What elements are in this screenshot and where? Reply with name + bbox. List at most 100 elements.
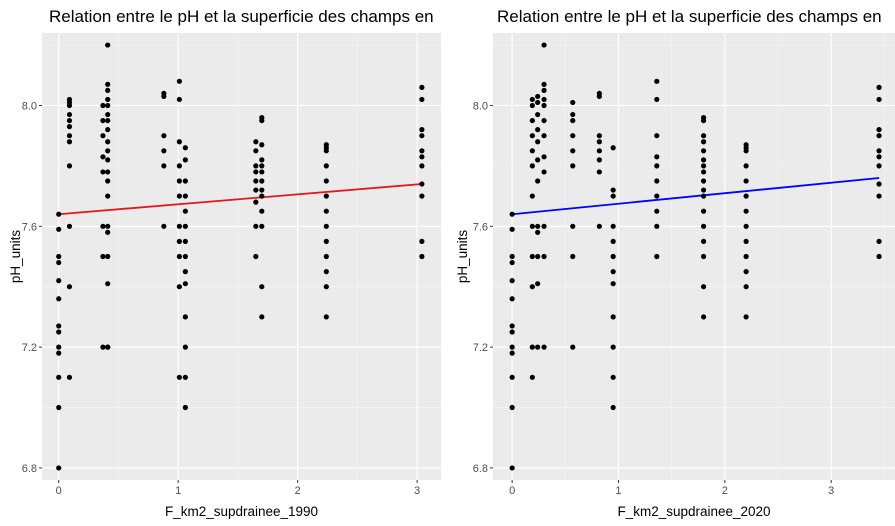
- left-data-point: [56, 329, 62, 335]
- left-data-point: [56, 259, 62, 266]
- left-data-point: [100, 169, 106, 175]
- right-data-point: [535, 139, 541, 145]
- right-x-tick-label: 0: [509, 485, 515, 497]
- left-data-point: [419, 96, 425, 103]
- right-data-point: [509, 226, 515, 232]
- right-data-point: [700, 193, 707, 199]
- left-data-point: [253, 178, 259, 184]
- right-data-point: [529, 148, 535, 154]
- left-data-point: [161, 133, 167, 139]
- right-data-point: [541, 87, 547, 93]
- left-data-point: [253, 163, 259, 169]
- right-data-point: [876, 238, 882, 244]
- left-x-tick-label: 3: [414, 485, 420, 497]
- right-data-point: [700, 133, 707, 139]
- right-chart: 0 1 2 3 6.8 7.2 7.6 8.0 Relation entre le pH e…: [455, 7, 895, 519]
- right-data-point: [610, 374, 616, 380]
- right-data-point: [596, 148, 602, 154]
- right-data-point: [700, 114, 707, 121]
- right-data-point: [610, 404, 616, 411]
- right-data-point: [654, 178, 660, 184]
- right-data-point: [700, 148, 707, 154]
- right-data-point: [570, 99, 576, 106]
- left-data-point: [66, 139, 73, 145]
- right-y-tick-label: 6.8: [473, 463, 488, 475]
- left-data-point: [259, 169, 265, 175]
- right-data-point: [535, 223, 541, 229]
- right-data-point: [700, 178, 707, 184]
- right-data-point: [700, 169, 707, 175]
- left-x-tick-label: 1: [175, 485, 181, 497]
- left-data-point: [66, 223, 73, 229]
- right-data-point: [743, 314, 749, 320]
- right-x-ticks: 0 1 2 3: [509, 480, 834, 497]
- right-data-point: [535, 111, 541, 118]
- left-data-point: [105, 344, 111, 350]
- right-data-point: [743, 163, 749, 169]
- right-data-point: [743, 284, 749, 290]
- right-data-point: [743, 178, 749, 184]
- left-data-point: [105, 139, 111, 145]
- right-data-point: [876, 96, 882, 103]
- left-data-point: [56, 211, 62, 217]
- left-data-point: [176, 163, 182, 169]
- left-data-point: [253, 199, 259, 205]
- right-data-point: [541, 81, 547, 87]
- right-data-point: [610, 314, 616, 320]
- left-data-point: [56, 404, 62, 411]
- left-data-point: [105, 193, 111, 199]
- left-data-point: [253, 253, 259, 260]
- left-data-point: [161, 148, 167, 154]
- right-data-point: [743, 223, 749, 229]
- right-data-point: [876, 253, 882, 260]
- right-data-point: [876, 133, 882, 139]
- right-data-point: [654, 154, 660, 160]
- right-points: [509, 42, 882, 471]
- left-data-point: [66, 163, 73, 169]
- right-data-point: [700, 187, 707, 193]
- right-data-point: [535, 99, 541, 106]
- left-data-point: [56, 278, 62, 284]
- right-y-tick-label: 8.0: [473, 100, 488, 112]
- left-data-point: [105, 178, 111, 184]
- left-data-point: [56, 323, 62, 329]
- right-data-point: [529, 284, 535, 290]
- right-data-point: [529, 193, 535, 199]
- right-data-point: [541, 96, 547, 103]
- right-data-point: [876, 154, 882, 160]
- left-data-point: [182, 374, 188, 380]
- left-data-point: [66, 284, 73, 290]
- left-data-point: [253, 187, 259, 193]
- right-data-point: [596, 139, 602, 145]
- left-data-point: [105, 157, 111, 163]
- right-data-point: [610, 253, 616, 260]
- left-data-point: [259, 114, 265, 121]
- left-data-point: [259, 284, 265, 290]
- right-data-point: [743, 269, 749, 275]
- left-data-point: [105, 87, 111, 93]
- left-data-point: [56, 253, 62, 260]
- left-data-point: [176, 178, 182, 184]
- right-data-point: [529, 223, 535, 229]
- left-data-point: [161, 223, 167, 229]
- left-data-point: [161, 163, 167, 169]
- right-data-point: [610, 269, 616, 275]
- right-x-axis-title: F_km2_supdrainee_2020: [617, 504, 770, 519]
- right-data-point: [509, 329, 515, 335]
- right-chart-title: Relation entre le pH et la superficie de…: [497, 7, 882, 26]
- left-data-point: [323, 163, 329, 169]
- left-data-point: [419, 238, 425, 244]
- right-data-point: [535, 178, 541, 184]
- left-fit-line-group: [58, 183, 422, 216]
- left-data-point: [323, 314, 329, 320]
- right-data-point: [529, 344, 535, 350]
- left-y-tick-label: 8.0: [22, 100, 37, 112]
- left-y-tick-label: 7.2: [22, 342, 37, 354]
- right-data-point: [570, 223, 576, 229]
- right-data-point: [596, 169, 602, 175]
- left-data-point: [105, 148, 111, 154]
- right-data-point: [654, 163, 660, 169]
- left-data-point: [259, 157, 265, 163]
- left-data-point: [323, 284, 329, 290]
- right-data-point: [541, 42, 547, 48]
